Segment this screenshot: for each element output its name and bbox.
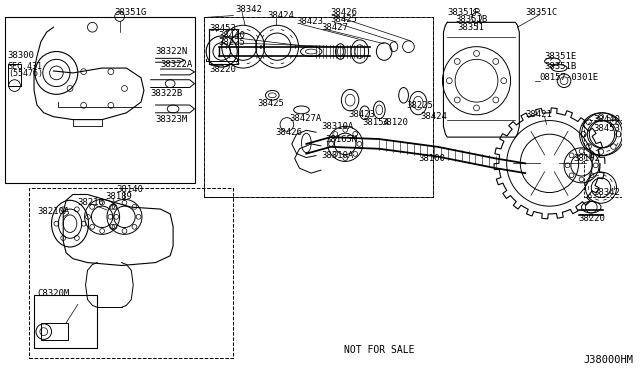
Text: 38424: 38424 [420,112,447,121]
Text: 38322A: 38322A [161,60,193,69]
Text: 38425: 38425 [258,99,285,108]
Text: 38440: 38440 [593,115,620,124]
Text: 38425: 38425 [331,15,358,24]
Text: 38427A: 38427A [290,114,322,123]
Text: 38102: 38102 [574,154,601,163]
Text: 38342: 38342 [236,5,262,14]
Text: 38423: 38423 [348,110,375,119]
Text: 38225: 38225 [219,38,246,47]
Text: 38210A: 38210A [37,208,69,217]
Text: 38322N: 38322N [156,47,188,56]
Text: (55476): (55476) [8,70,43,78]
Text: 38440: 38440 [219,31,246,39]
Text: 38453: 38453 [593,124,620,133]
Text: 38351B: 38351B [545,62,577,71]
Text: 38351G: 38351G [115,8,147,17]
Text: 38323M: 38323M [156,115,188,124]
Text: C8320M: C8320M [37,289,69,298]
Text: 38220: 38220 [209,64,236,74]
Text: 38421: 38421 [525,110,552,119]
Text: 38220: 38220 [579,214,605,223]
Text: NOT FOR SALE: NOT FOR SALE [344,345,415,355]
Text: 38453: 38453 [209,24,236,33]
Text: 38225: 38225 [406,100,433,109]
Text: 08157-0301E: 08157-0301E [540,73,599,82]
Bar [34,295,97,348]
Text: 38300: 38300 [8,51,35,60]
Bar [29,188,234,358]
Text: 38165M: 38165M [326,135,358,144]
Text: J38000HM: J38000HM [584,355,634,365]
Text: 38189: 38189 [105,192,132,201]
Text: 38351F: 38351F [447,8,479,17]
Bar [5,17,195,183]
Text: 38100: 38100 [418,154,445,163]
Text: 38351: 38351 [457,23,484,32]
Bar [204,17,433,198]
Bar [584,120,640,198]
Text: 38351C: 38351C [525,8,557,17]
Text: 38426: 38426 [275,128,302,137]
Text: 38210: 38210 [78,198,105,207]
Text: 38120: 38120 [381,118,408,127]
Text: 38310A: 38310A [321,122,353,131]
Text: 38427: 38427 [321,23,348,32]
Text: 38140: 38140 [116,185,143,194]
Text: 38423: 38423 [296,17,323,26]
Text: 38154: 38154 [363,118,390,127]
Text: 38426: 38426 [331,8,358,17]
Bar [41,323,68,340]
Text: 38424: 38424 [268,11,294,20]
Bar [209,29,238,64]
Bar [8,64,21,86]
Text: 38351E: 38351E [545,52,577,61]
Text: 38310A: 38310A [321,151,353,160]
Text: 38351B: 38351B [455,15,488,24]
Text: 38322B: 38322B [151,89,183,98]
Text: 38342: 38342 [593,188,620,197]
Text: SEC.431: SEC.431 [8,62,43,71]
